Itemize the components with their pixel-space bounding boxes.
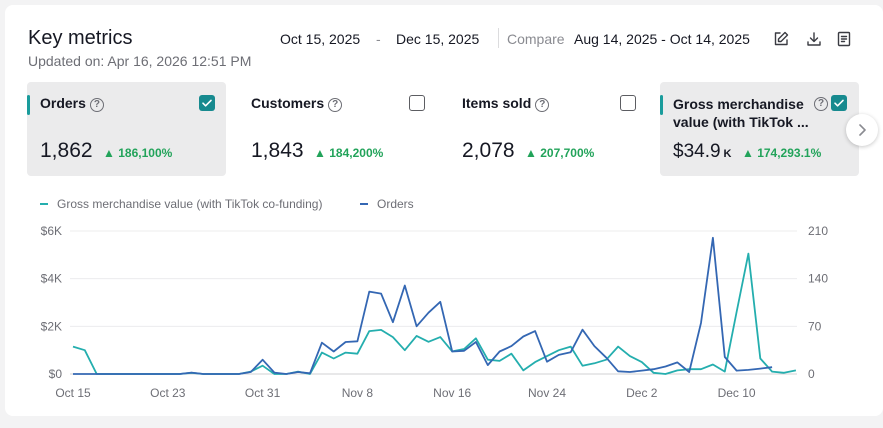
page-title: Key metrics — [28, 27, 133, 49]
checkbox-orders[interactable] — [199, 95, 215, 111]
toolbar-divider — [498, 28, 499, 48]
updated-timestamp: Updated on: Apr 16, 2026 12:51 PM — [28, 53, 252, 69]
metric-tile-orders[interactable]: Orders? 1,862 ▲ 186,100% — [27, 82, 226, 176]
tile-accent — [660, 95, 663, 115]
metric-value: 1,862 — [40, 139, 93, 162]
metric-label: Orders — [40, 95, 86, 111]
date-start[interactable]: Oct 15, 2025 — [280, 31, 361, 47]
metric-change: ▲ 186,100% — [103, 146, 173, 160]
checkbox-items-sold[interactable] — [620, 95, 636, 111]
help-icon[interactable]: ? — [814, 97, 828, 111]
checkbox-customers[interactable] — [409, 95, 425, 111]
metric-value-row: 1,862 ▲ 186,100% — [40, 139, 172, 163]
help-icon[interactable]: ? — [535, 98, 550, 112]
metric-label-line1: Gross merchandise — [673, 96, 804, 112]
checkbox-gmv[interactable] — [831, 95, 847, 111]
legend-item-gmv[interactable]: Gross merchandise value (with TikTok co-… — [40, 197, 322, 211]
metric-value-row: 2,078 ▲ 207,700% — [462, 139, 594, 163]
metric-title-orders: Orders? — [40, 95, 104, 113]
metric-label-line2: value (with TikTok ... — [673, 114, 809, 130]
metric-value: 2,078 — [462, 139, 515, 162]
compare-label: Compare — [507, 31, 565, 47]
compare-range[interactable]: Aug 14, 2025 - Oct 14, 2025 — [574, 31, 750, 47]
metric-value-row: $34.9 K ▲ 174,293.1% — [673, 141, 821, 163]
metric-value: 1,843 — [251, 139, 304, 162]
edit-icon[interactable] — [772, 30, 790, 48]
metric-tile-gmv[interactable]: Gross merchandise value (with TikTok ...… — [660, 82, 859, 176]
tile-accent — [27, 95, 30, 115]
metric-value-unit: K — [723, 148, 732, 160]
check-icon — [202, 99, 212, 107]
help-icon[interactable]: ? — [89, 98, 104, 112]
metric-tile-customers[interactable]: Customers? 1,843 ▲ 184,200% — [238, 82, 438, 176]
date-end[interactable]: Dec 15, 2025 — [396, 31, 480, 47]
metric-tile-items-sold[interactable]: Items sold? 2,078 ▲ 207,700% — [449, 82, 649, 176]
metric-title-items-sold: Items sold? — [462, 95, 550, 113]
legend-label: Orders — [377, 197, 414, 211]
up-arrow-icon: ▲ — [741, 146, 754, 160]
legend-label: Gross merchandise value (with TikTok co-… — [57, 197, 323, 211]
metric-change: ▲ 207,700% — [525, 146, 595, 160]
up-arrow-icon: ▲ — [103, 146, 115, 160]
metric-label: Customers — [251, 95, 325, 111]
report-icon[interactable] — [835, 30, 853, 48]
legend-swatch — [40, 203, 48, 205]
up-arrow-icon: ▲ — [314, 146, 326, 160]
metric-value-row: 1,843 ▲ 184,200% — [251, 139, 383, 163]
check-icon — [834, 99, 844, 107]
metric-title-customers: Customers? — [251, 95, 343, 113]
help-icon[interactable]: ? — [328, 98, 343, 112]
download-icon[interactable] — [805, 30, 823, 48]
chevron-right-icon — [859, 124, 866, 136]
date-separator: - — [376, 31, 381, 47]
metric-value: $34.9 — [673, 141, 721, 162]
up-arrow-icon: ▲ — [525, 146, 537, 160]
legend-swatch — [360, 203, 368, 205]
metric-label: Items sold — [462, 95, 532, 111]
metric-change: ▲ 184,200% — [314, 146, 384, 160]
metric-title-gmv: Gross merchandise value (with TikTok ... — [673, 95, 809, 131]
legend-item-orders[interactable]: Orders — [360, 197, 414, 211]
next-metrics-button[interactable] — [846, 114, 878, 146]
metric-change: ▲ 174,293.1% — [741, 146, 822, 160]
